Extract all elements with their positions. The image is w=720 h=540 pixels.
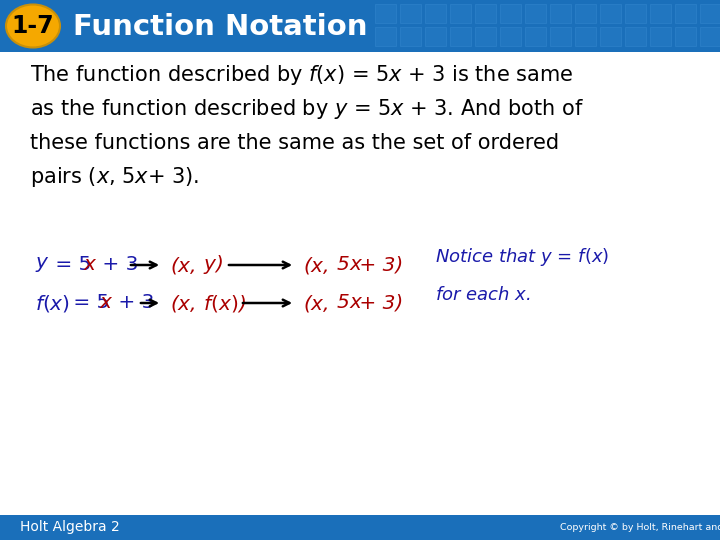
Bar	[425, 27, 446, 46]
Text: $y$): $y$)	[197, 253, 223, 276]
Text: ($x$,: ($x$,	[170, 254, 196, 275]
Bar	[600, 4, 621, 23]
Text: + 3): + 3)	[353, 294, 403, 313]
Text: $f(x)$): $f(x)$)	[197, 293, 246, 314]
Bar	[675, 27, 696, 46]
Bar	[450, 4, 471, 23]
Bar	[375, 4, 396, 23]
Bar	[400, 4, 421, 23]
Bar	[625, 27, 646, 46]
Text: 5$x$: 5$x$	[330, 294, 364, 313]
Text: = 5: = 5	[67, 294, 109, 313]
Text: Copyright © by Holt, Rinehart and Winston. All Rights Reserved.: Copyright © by Holt, Rinehart and Winsto…	[560, 523, 720, 532]
Bar	[425, 4, 446, 23]
Bar	[525, 4, 546, 23]
Text: 5$x$: 5$x$	[330, 255, 364, 274]
Bar	[475, 4, 496, 23]
Text: = 5: = 5	[49, 255, 91, 274]
Bar	[575, 4, 596, 23]
Bar	[700, 4, 720, 23]
Text: Function Notation: Function Notation	[73, 13, 367, 41]
Bar	[0, 0, 720, 52]
Ellipse shape	[6, 4, 60, 48]
Bar	[700, 27, 720, 46]
Bar	[550, 27, 571, 46]
Text: + 3: + 3	[96, 255, 138, 274]
Bar	[400, 27, 421, 46]
Bar	[650, 4, 671, 23]
Bar	[525, 27, 546, 46]
Bar	[675, 4, 696, 23]
Bar	[575, 27, 596, 46]
Bar	[500, 4, 521, 23]
Bar	[625, 4, 646, 23]
Text: 1-7: 1-7	[12, 14, 54, 38]
Text: these functions are the same as the set of ordered: these functions are the same as the set …	[30, 133, 559, 153]
Text: as the function described by $y$ = 5$x$ + 3. And both of: as the function described by $y$ = 5$x$ …	[30, 97, 584, 121]
Bar	[550, 4, 571, 23]
Text: Holt Algebra 2: Holt Algebra 2	[20, 521, 120, 535]
Bar	[475, 27, 496, 46]
Text: + 3): + 3)	[353, 255, 403, 274]
Text: + 3: + 3	[112, 294, 154, 313]
Bar	[650, 27, 671, 46]
Text: pairs ($x$, 5$x$+ 3).: pairs ($x$, 5$x$+ 3).	[30, 165, 199, 189]
Text: $x$: $x$	[83, 255, 98, 274]
Bar	[375, 27, 396, 46]
Bar	[0, 515, 720, 540]
Text: for each $x$.: for each $x$.	[435, 286, 531, 304]
Text: $f(x)$: $f(x)$	[35, 293, 70, 314]
Bar	[500, 27, 521, 46]
Bar	[450, 27, 471, 46]
Text: ($x$,: ($x$,	[303, 254, 328, 275]
Text: ($x$,: ($x$,	[303, 293, 328, 314]
Text: $y$: $y$	[35, 255, 50, 274]
Text: $x$: $x$	[99, 294, 114, 313]
Text: The function described by $f(x)$ = 5$x$ + 3 is the same: The function described by $f(x)$ = 5$x$ …	[30, 63, 573, 87]
Text: Notice that $y$ = $f(x)$: Notice that $y$ = $f(x)$	[435, 246, 609, 268]
Bar	[600, 27, 621, 46]
Text: ($x$,: ($x$,	[170, 293, 196, 314]
